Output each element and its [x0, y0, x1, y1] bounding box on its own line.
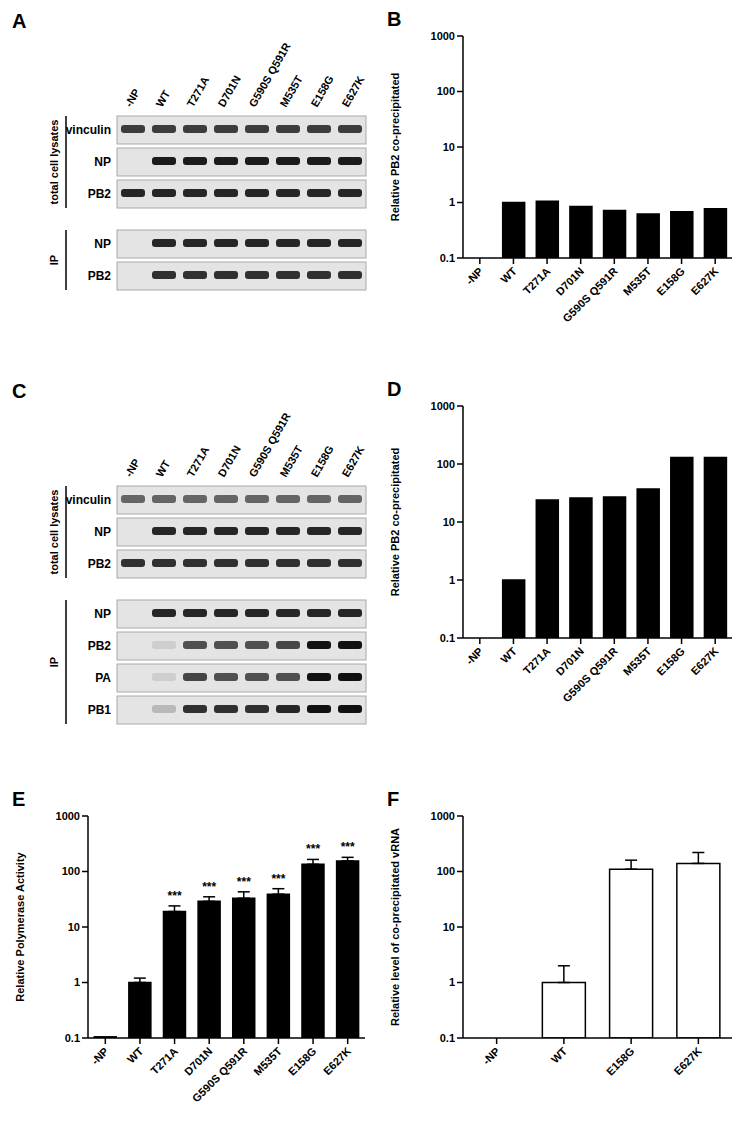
html-text:D: D	[387, 378, 402, 400]
svg-text:M535T: M535T	[621, 265, 654, 298]
svg-text:NP: NP	[94, 607, 111, 621]
html-text:E: E	[12, 788, 26, 810]
svg-text:100: 100	[437, 85, 455, 97]
svg-text:E627K: E627K	[321, 1045, 353, 1077]
svg-text:D701N: D701N	[215, 443, 243, 479]
svg-text:G590S Q591R: G590S Q591R	[560, 265, 620, 325]
svg-text:E158G: E158G	[604, 1045, 637, 1078]
svg-text:M535T: M535T	[251, 1045, 284, 1078]
svg-text:1000: 1000	[431, 30, 455, 42]
svg-text:IP: IP	[48, 255, 60, 265]
svg-text:total cell lysates: total cell lysates	[48, 120, 60, 205]
svg-text:-NP: -NP	[480, 1045, 502, 1067]
svg-text:total cell lysates: total cell lysates	[48, 490, 60, 575]
svg-text:-NP: -NP	[463, 645, 485, 667]
svg-text:10: 10	[68, 921, 80, 933]
svg-text:E158G: E158G	[654, 645, 687, 678]
svg-text:10: 10	[443, 921, 455, 933]
svg-text:D701N: D701N	[215, 73, 243, 109]
svg-text:PB2: PB2	[88, 639, 112, 653]
svg-text:D701N: D701N	[553, 645, 586, 678]
svg-text:1000: 1000	[431, 810, 455, 822]
svg-text:WT: WT	[125, 1045, 146, 1066]
svg-text:E158G: E158G	[308, 443, 336, 479]
svg-text:G590S Q591R: G590S Q591R	[190, 1045, 250, 1105]
svg-text:E627K: E627K	[688, 265, 720, 297]
svg-text:M535T: M535T	[277, 443, 305, 479]
svg-text:WT: WT	[153, 88, 172, 109]
svg-text:-NP: -NP	[89, 1045, 111, 1067]
html-text:B: B	[387, 8, 402, 30]
svg-text:IP: IP	[48, 657, 60, 667]
svg-text:D701N: D701N	[553, 265, 586, 298]
svg-text:100: 100	[62, 865, 80, 877]
svg-text:1: 1	[74, 976, 80, 988]
svg-text:A: A	[12, 10, 26, 32]
svg-text:Relative Polymerase Activity: Relative Polymerase Activity	[14, 851, 26, 1001]
svg-text:T271A: T271A	[184, 444, 211, 479]
svg-text:E158G: E158G	[308, 73, 336, 109]
svg-text:E627K: E627K	[339, 74, 366, 109]
svg-text:vinculin: vinculin	[66, 493, 111, 507]
svg-text:0.1: 0.1	[65, 1032, 80, 1044]
svg-text:E627K: E627K	[672, 1045, 704, 1077]
svg-text:M535T: M535T	[277, 73, 305, 109]
svg-text:***: ***	[168, 889, 182, 903]
svg-text:Relative PB2 co-precipitated: Relative PB2 co-precipitated	[389, 73, 401, 222]
svg-text:vinculin: vinculin	[66, 123, 111, 137]
svg-text:-NP: -NP	[122, 457, 142, 479]
svg-text:E627K: E627K	[688, 645, 720, 677]
svg-text:100: 100	[437, 458, 455, 470]
svg-text:***: ***	[271, 872, 285, 886]
svg-text:Relative level of co-precipita: Relative level of co-precipitated vRNA	[389, 828, 401, 1026]
html-text:F: F	[387, 788, 400, 810]
svg-text:1: 1	[449, 976, 455, 988]
svg-text:T271A: T271A	[521, 645, 553, 677]
svg-text:NP: NP	[94, 155, 111, 169]
svg-text:1: 1	[449, 574, 455, 586]
svg-text:C: C	[12, 380, 26, 402]
svg-text:10: 10	[443, 516, 455, 528]
svg-text:0.1: 0.1	[440, 252, 455, 264]
svg-text:***: ***	[341, 840, 355, 854]
svg-text:1000: 1000	[431, 400, 455, 412]
svg-text:PB2: PB2	[88, 187, 112, 201]
svg-text:PB1: PB1	[88, 703, 112, 717]
svg-text:D701N: D701N	[182, 1045, 215, 1078]
svg-text:PB2: PB2	[88, 269, 112, 283]
svg-text:0.1: 0.1	[440, 632, 455, 644]
svg-text:PB2: PB2	[88, 557, 112, 571]
svg-text:NP: NP	[94, 237, 111, 251]
svg-text:PA: PA	[95, 671, 111, 685]
svg-text:100: 100	[437, 865, 455, 877]
svg-text:WT: WT	[549, 1045, 570, 1066]
svg-text:G590S Q591R: G590S Q591R	[246, 40, 293, 109]
svg-text:NP: NP	[94, 525, 111, 539]
svg-text:WT: WT	[498, 645, 519, 666]
svg-text:***: ***	[202, 880, 216, 894]
svg-text:10: 10	[443, 141, 455, 153]
svg-text:G590S Q591R: G590S Q591R	[560, 645, 620, 705]
svg-text:0.1: 0.1	[440, 1032, 455, 1044]
svg-text:-NP: -NP	[463, 265, 485, 287]
svg-text:***: ***	[237, 875, 251, 889]
svg-text:1000: 1000	[56, 810, 80, 822]
svg-text:E627K: E627K	[339, 444, 366, 479]
svg-text:-NP: -NP	[122, 87, 142, 109]
svg-text:G590S Q591R: G590S Q591R	[246, 410, 293, 479]
svg-text:E158G: E158G	[654, 265, 687, 298]
svg-text:1: 1	[449, 196, 455, 208]
svg-text:T271A: T271A	[148, 1045, 180, 1077]
svg-text:WT: WT	[498, 265, 519, 286]
svg-text:Relative PB2 co-precipitated: Relative PB2 co-precipitated	[389, 448, 401, 597]
svg-text:E158G: E158G	[286, 1045, 319, 1078]
svg-text:WT: WT	[153, 458, 172, 479]
svg-text:***: ***	[306, 842, 320, 856]
svg-text:M535T: M535T	[621, 645, 654, 678]
svg-text:T271A: T271A	[184, 74, 211, 109]
svg-text:T271A: T271A	[521, 265, 553, 297]
